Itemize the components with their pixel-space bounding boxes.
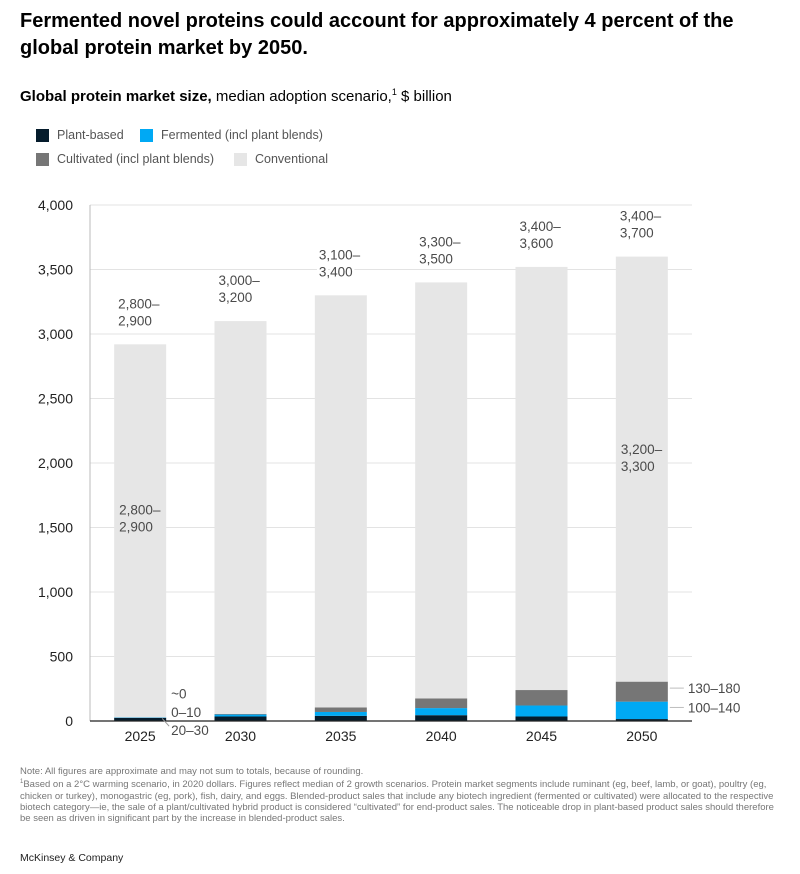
bar-conventional-2045: [515, 266, 568, 691]
subtitle-unit: $ billion: [396, 88, 452, 105]
bar-plant-2040: [415, 715, 468, 721]
x-tick-label-2025: 2025: [125, 728, 156, 744]
subtitle-bold: Global protein market size,: [20, 88, 212, 105]
total-label-2030: 3,000– 3,200: [219, 273, 261, 305]
x-tick-label-2050: 2050: [626, 728, 657, 744]
footnote-text: 1Based on a 2°C warming scenario, in 202…: [20, 777, 780, 824]
bar-conventional-2040: [415, 282, 468, 699]
legend-label-plant: Plant-based: [57, 128, 124, 142]
bar-plant-2050: [615, 719, 668, 721]
y-tick-label-4000: 4,000: [38, 197, 73, 213]
y-tick-label-3500: 3,500: [38, 262, 73, 278]
footnote-body: Based on a 2°C warming scenario, in 2020…: [20, 779, 774, 824]
bar-conventional-2025: [114, 344, 167, 718]
note-text: Note: All figures are approximate and ma…: [20, 766, 364, 777]
connector-2025-low: [161, 718, 170, 727]
legend-item-conventional: Conventional: [234, 152, 328, 166]
legend-item-fermented: Fermented (incl plant blends): [140, 128, 323, 142]
x-tick-label-2035: 2035: [325, 728, 356, 744]
bar-plant-2030: [214, 716, 267, 721]
bar-fermented-2050: [615, 701, 668, 720]
x-tick-label-2040: 2040: [426, 728, 457, 744]
bar-fermented-2035: [314, 711, 367, 716]
bar-fermented-2040: [415, 708, 468, 716]
total-label-2045: 3,400– 3,600: [520, 219, 562, 251]
bar-cultivated-2045: [515, 690, 568, 706]
legend-swatch-cultivated: [36, 152, 49, 166]
bar-plant-2025: [114, 717, 167, 721]
annotation-label-2: ~0: [171, 686, 186, 701]
legend-swatch-fermented: [140, 128, 153, 142]
subtitle-footnote-mark: 1: [391, 87, 397, 97]
annotation-label-5: 130–180: [688, 681, 741, 696]
legend-label-fermented: Fermented (incl plant blends): [161, 128, 323, 142]
x-tick-label-2030: 2030: [225, 728, 256, 744]
bar-conventional-2035: [314, 295, 367, 708]
stacked-bar-chart: 0 500 1,000 1,500 2,000 2,500 3,000 3,500 4,000 2…: [38, 197, 741, 744]
total-label-2050: 3,400– 3,700: [620, 209, 662, 241]
y-tick-label-500: 500: [50, 649, 74, 665]
y-tick-label-3000: 3,000: [38, 326, 73, 342]
x-tick-label-2045: 2045: [526, 728, 557, 744]
total-label-2025: 2,800– 2,900: [118, 296, 160, 328]
total-label-2035: 3,100– 3,400: [319, 247, 361, 279]
bar-fermented-2045: [515, 705, 568, 717]
footnote-mark: 1: [20, 779, 24, 786]
legend-item-cultivated: Cultivated (incl plant blends): [36, 152, 214, 166]
chart-subtitle: Global protein market size, median adopt…: [20, 87, 452, 105]
y-tick-label-1000: 1,000: [38, 584, 73, 600]
legend-item-plant: Plant-based: [36, 128, 124, 142]
legend-label-conventional: Conventional: [255, 152, 328, 166]
bar-cultivated-2040: [415, 698, 468, 709]
bar-cultivated-2030: [214, 713, 267, 715]
annotation-label-3: 0–10: [171, 705, 201, 720]
annotation-label-4: 20–30: [171, 723, 209, 738]
y-tick-label-1500: 1,500: [38, 520, 73, 536]
bar-conventional-2030: [214, 321, 267, 714]
y-tick-label-2500: 2,500: [38, 391, 73, 407]
y-tick-label-2000: 2,000: [38, 455, 73, 471]
bar-cultivated-2050: [615, 681, 668, 702]
y-tick-label-0: 0: [65, 713, 73, 729]
total-label-2040: 3,300– 3,500: [419, 234, 461, 266]
chart-headline: Fermented novel proteins could account f…: [20, 10, 734, 59]
bar-conventional-2050: [615, 256, 668, 682]
annotation-label-0: 2,800– 2,900: [119, 503, 161, 535]
legend-swatch-conventional: [234, 152, 247, 166]
source-credit: McKinsey & Company: [20, 852, 124, 864]
annotation-label-6: 100–140: [688, 700, 741, 715]
bar-plant-2035: [314, 715, 367, 721]
subtitle-rest: median adoption scenario,: [211, 88, 392, 105]
bar-cultivated-2035: [314, 707, 367, 712]
legend-swatch-plant: [36, 128, 49, 142]
bar-plant-2045: [515, 716, 568, 721]
annotation-label-1: 3,200– 3,300: [621, 442, 663, 474]
chart-notes: Note: All figures are approximate and ma…: [20, 766, 780, 824]
bar-fermented-2030: [214, 714, 267, 717]
legend-label-cultivated: Cultivated (incl plant blends): [57, 152, 215, 166]
